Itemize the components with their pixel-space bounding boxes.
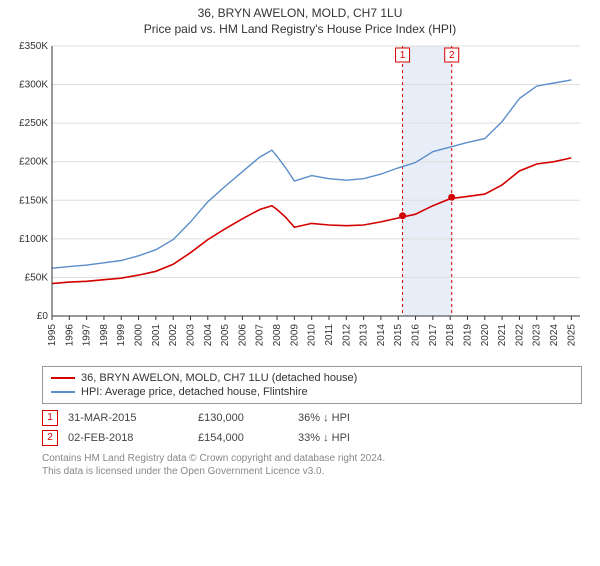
svg-text:2023: 2023 <box>532 324 543 347</box>
svg-text:2019: 2019 <box>462 324 473 347</box>
svg-text:2022: 2022 <box>514 324 525 347</box>
svg-text:£350K: £350K <box>19 41 48 52</box>
svg-text:2004: 2004 <box>203 324 214 347</box>
legend-item: 36, BRYN AWELON, MOLD, CH7 1LU (detached… <box>51 371 573 385</box>
svg-text:2001: 2001 <box>151 324 162 347</box>
svg-text:£100K: £100K <box>19 234 48 245</box>
svg-text:1995: 1995 <box>47 324 58 347</box>
legend-label: 36, BRYN AWELON, MOLD, CH7 1LU (detached… <box>81 372 357 384</box>
svg-text:1: 1 <box>400 50 406 61</box>
svg-text:2025: 2025 <box>566 324 577 347</box>
page-subtitle: Price paid vs. HM Land Registry's House … <box>0 22 600 36</box>
svg-text:2015: 2015 <box>393 324 404 347</box>
svg-text:£300K: £300K <box>19 80 48 91</box>
price-chart: £0 £50K £100K £150K £200K £250K £300K £350K 1 2 19… <box>10 40 590 360</box>
svg-text:2009: 2009 <box>289 324 300 347</box>
legend-swatch <box>51 391 75 393</box>
legend: 36, BRYN AWELON, MOLD, CH7 1LU (detached… <box>42 366 582 404</box>
marker-badge: 2 <box>42 430 58 446</box>
svg-text:2018: 2018 <box>445 324 456 347</box>
svg-text:2: 2 <box>449 50 455 61</box>
sale-pct: 33% ↓ HPI <box>298 432 418 444</box>
svg-text:2021: 2021 <box>497 324 508 347</box>
svg-text:£250K: £250K <box>19 118 48 129</box>
page-title: 36, BRYN AWELON, MOLD, CH7 1LU <box>0 6 600 20</box>
svg-text:2014: 2014 <box>376 324 387 347</box>
footer: Contains HM Land Registry data © Crown c… <box>42 452 582 478</box>
table-row: 1 31-MAR-2015 £130,000 36% ↓ HPI <box>42 408 582 428</box>
marker-badge: 1 <box>42 410 58 426</box>
legend-label: HPI: Average price, detached house, Flin… <box>81 386 308 398</box>
svg-text:2003: 2003 <box>185 324 196 347</box>
svg-text:2013: 2013 <box>359 324 370 347</box>
svg-text:2017: 2017 <box>428 324 439 347</box>
footer-line: This data is licensed under the Open Gov… <box>42 465 582 478</box>
sale-price: £154,000 <box>198 432 298 444</box>
sale-pct: 36% ↓ HPI <box>298 412 418 424</box>
svg-text:£150K: £150K <box>19 195 48 206</box>
svg-text:£0: £0 <box>37 311 49 322</box>
legend-swatch <box>51 377 75 379</box>
svg-text:1999: 1999 <box>116 324 127 347</box>
svg-text:1998: 1998 <box>99 324 110 347</box>
svg-text:2024: 2024 <box>549 324 560 347</box>
svg-text:1997: 1997 <box>82 324 93 347</box>
svg-text:2000: 2000 <box>134 324 145 347</box>
svg-text:2016: 2016 <box>411 324 422 347</box>
svg-text:£50K: £50K <box>25 272 49 283</box>
svg-text:1996: 1996 <box>64 324 75 347</box>
sale-date: 31-MAR-2015 <box>68 412 198 424</box>
svg-text:£200K: £200K <box>19 157 48 168</box>
sale-date: 02-FEB-2018 <box>68 432 198 444</box>
svg-text:2008: 2008 <box>272 324 283 347</box>
table-row: 2 02-FEB-2018 £154,000 33% ↓ HPI <box>42 428 582 448</box>
footer-line: Contains HM Land Registry data © Crown c… <box>42 452 582 465</box>
sale-price: £130,000 <box>198 412 298 424</box>
legend-item: HPI: Average price, detached house, Flin… <box>51 385 573 399</box>
svg-text:2020: 2020 <box>480 324 491 347</box>
sales-table: 1 31-MAR-2015 £130,000 36% ↓ HPI 2 02-FE… <box>42 408 582 448</box>
svg-text:2002: 2002 <box>168 324 179 347</box>
svg-text:2012: 2012 <box>341 324 352 347</box>
svg-text:2006: 2006 <box>237 324 248 347</box>
svg-text:2011: 2011 <box>324 324 335 346</box>
svg-text:2010: 2010 <box>307 324 318 347</box>
svg-text:2005: 2005 <box>220 324 231 347</box>
svg-text:2007: 2007 <box>255 324 266 347</box>
